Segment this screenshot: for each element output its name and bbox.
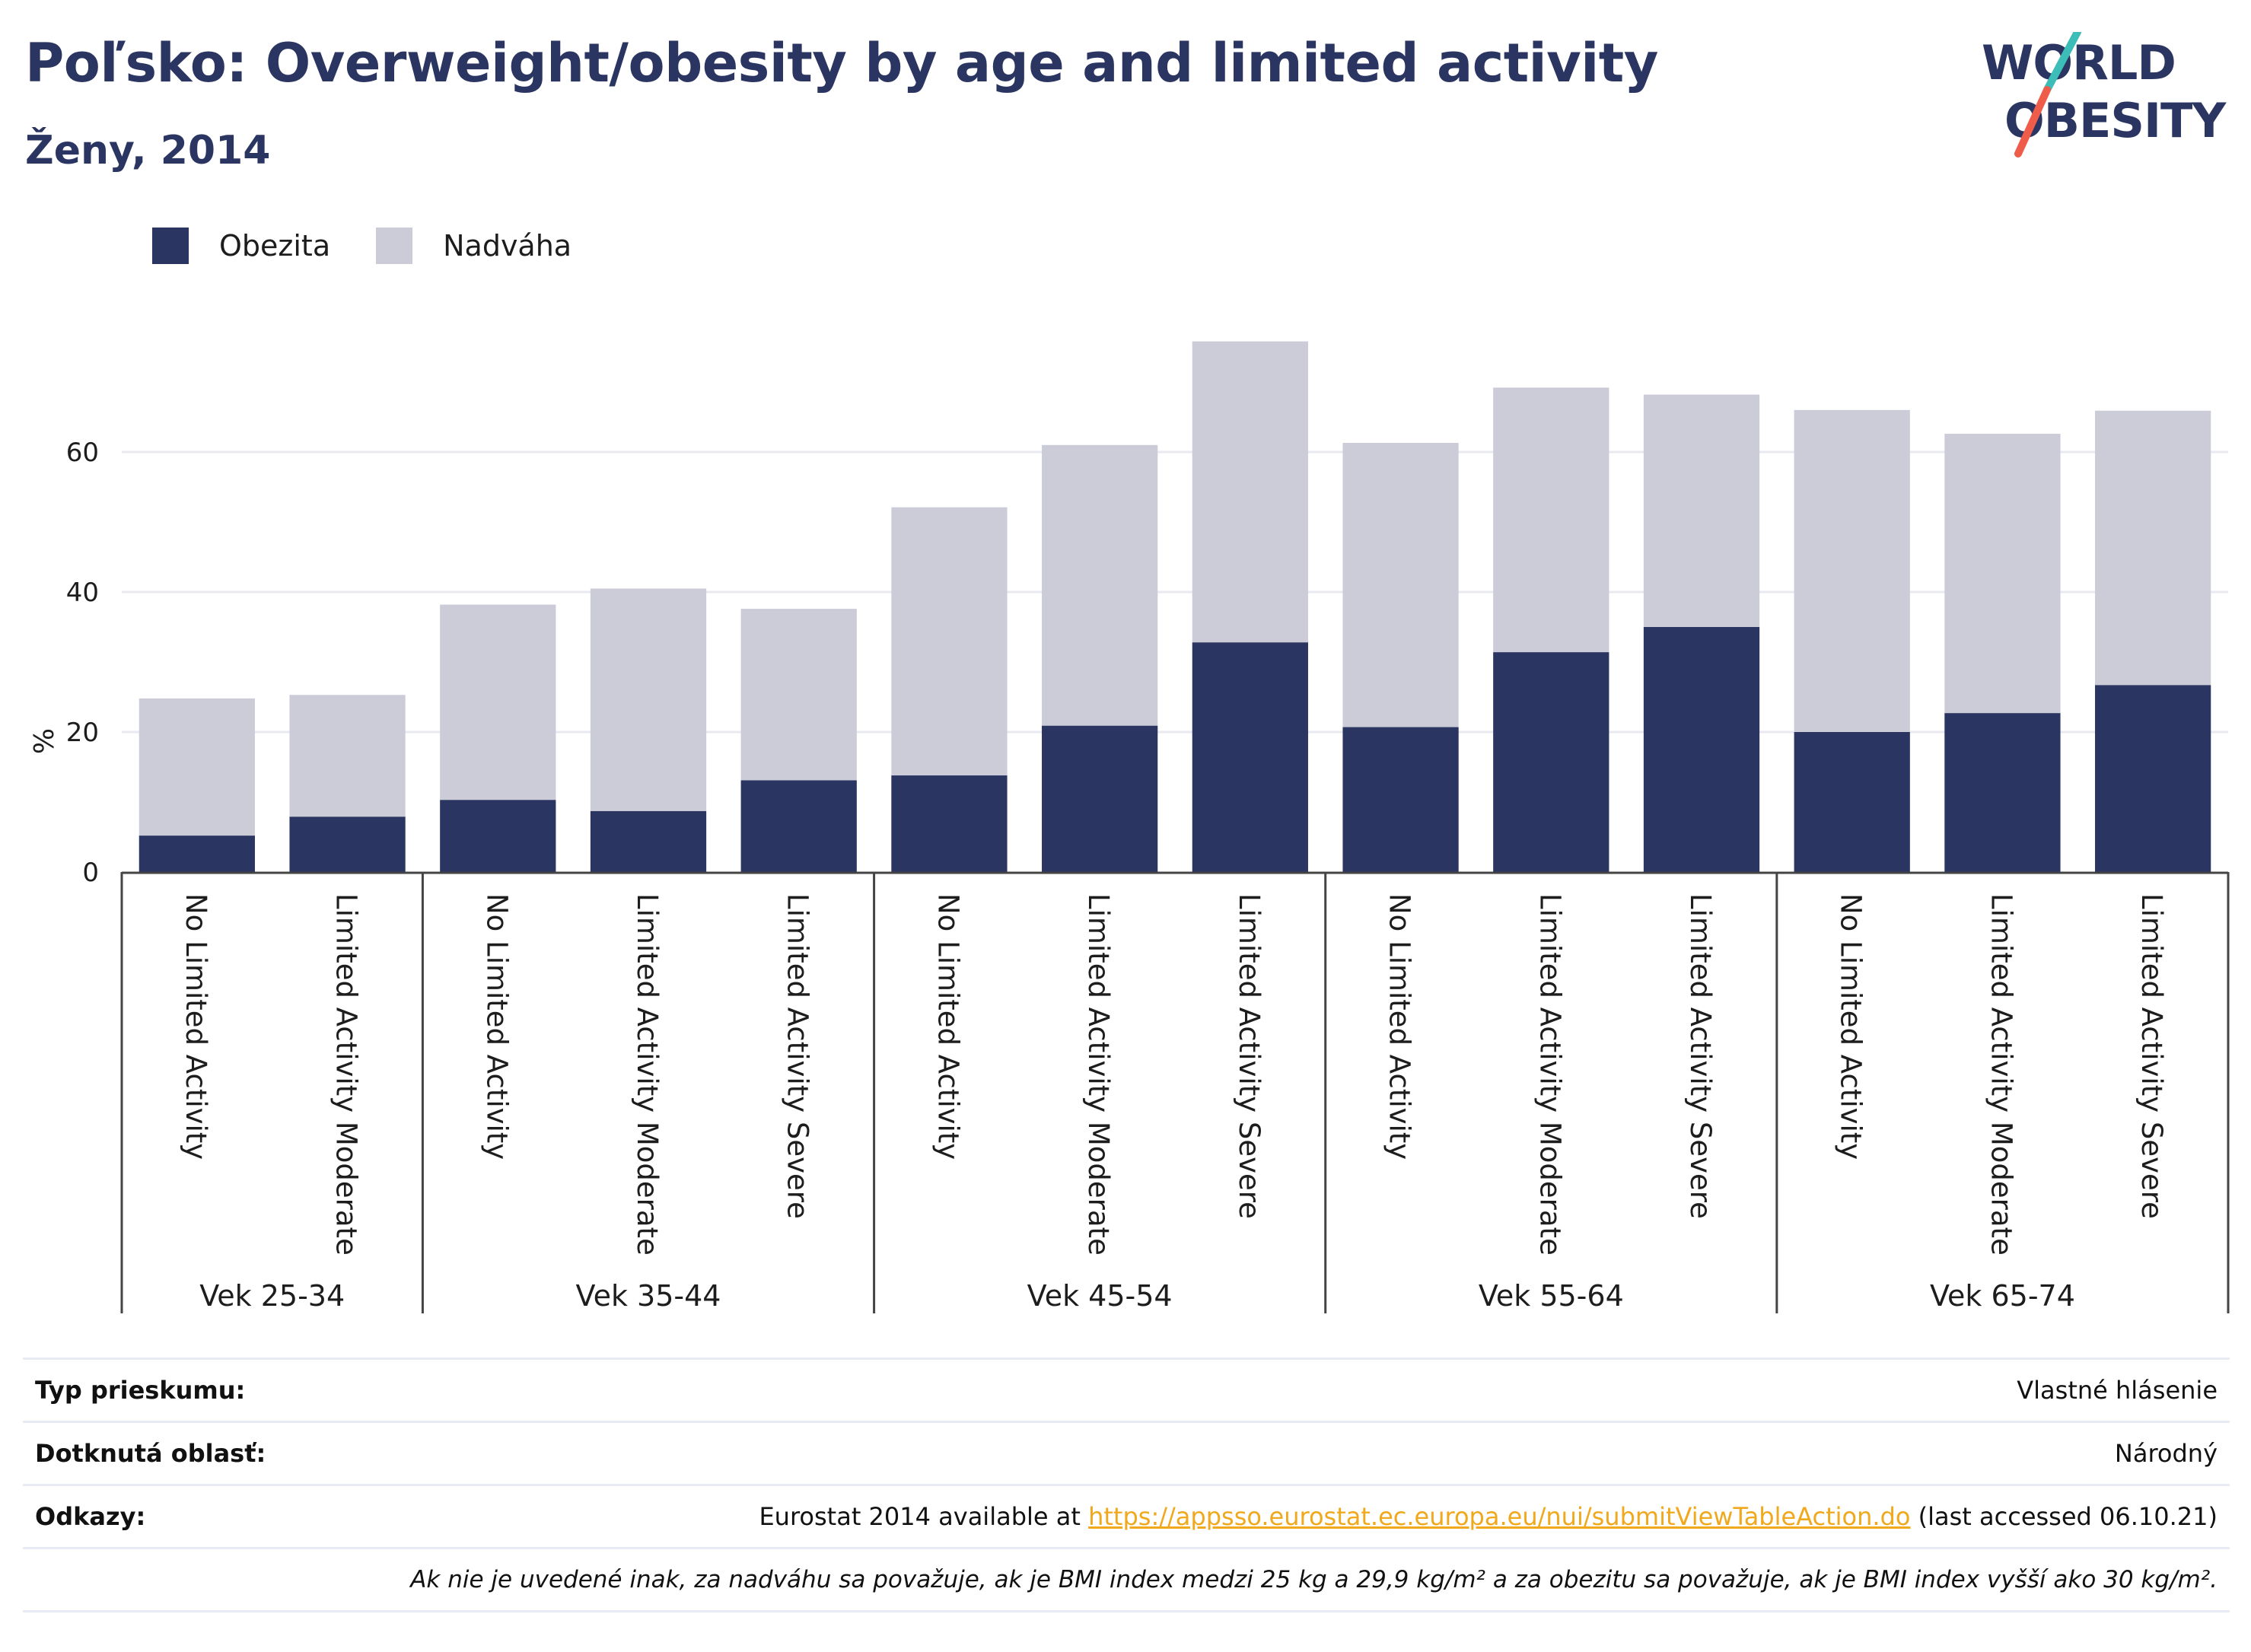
- references-suffix: (last accessed 06.10.21): [1910, 1502, 2218, 1531]
- page-subtitle: Ženy, 2014: [25, 128, 271, 173]
- bar-obezita: [1342, 727, 1459, 872]
- bar-obezita: [1042, 725, 1158, 872]
- y-axis-label: %: [29, 728, 60, 754]
- bar-obezita: [1643, 627, 1760, 872]
- bar-obezita: [1794, 732, 1910, 872]
- references-value: Eurostat 2014 available at https://appss…: [759, 1502, 2218, 1531]
- bmi-note: Ak nie je uvedené inak, za nadváhu sa po…: [410, 1566, 2218, 1593]
- bar-nadvaha: [1042, 444, 1158, 726]
- x-category-label: Limited Activity Moderate: [330, 893, 363, 1256]
- legend-item-obezita: Obezita: [152, 228, 330, 264]
- logo-line1: WORLD: [1982, 35, 2176, 91]
- bar-nadvaha: [891, 507, 1008, 776]
- bar-obezita: [289, 816, 406, 872]
- x-category-label: Limited Activity Moderate: [1533, 893, 1566, 1256]
- bar-nadvaha: [1493, 387, 1609, 653]
- info-row-survey: Typ prieskumu: Vlastné hlásenie: [23, 1358, 2230, 1421]
- chart-legend: Obezita Nadváha: [152, 227, 617, 265]
- x-category-label: Limited Activity Moderate: [631, 893, 664, 1256]
- logo-slash-teal: [2043, 32, 2081, 94]
- info-row-area: Dotknutá oblasť: Národný: [23, 1421, 2230, 1484]
- legend-label-obezita: Obezita: [219, 229, 331, 263]
- bar-obezita: [1493, 652, 1609, 872]
- x-category-label: No Limited Activity: [480, 893, 513, 1160]
- bar-obezita: [590, 810, 707, 872]
- group-label: Vek 45-54: [1027, 1279, 1173, 1313]
- references-prefix: Eurostat 2014 available at: [759, 1502, 1089, 1531]
- page-title: Poľsko: Overweight/obesity by age and li…: [25, 32, 1658, 94]
- x-category-label: No Limited Activity: [931, 893, 964, 1160]
- legend-swatch-obezita: [152, 228, 189, 264]
- bar-nadvaha: [2095, 410, 2211, 686]
- group-label: Vek 25-34: [199, 1279, 345, 1313]
- bar-obezita: [1192, 642, 1308, 872]
- area-label: Dotknutá oblasť:: [35, 1439, 266, 1468]
- x-category-label: Limited Activity Moderate: [1985, 893, 2017, 1256]
- info-row-references: Odkazy: Eurostat 2014 available at https…: [23, 1484, 2230, 1547]
- bar-nadvaha: [1643, 394, 1760, 627]
- bar-nadvaha: [1342, 443, 1459, 727]
- x-category-label: Limited Activity Severe: [782, 893, 814, 1219]
- y-tick-label: 0: [82, 858, 99, 888]
- legend-label-nadvaha: Nadváha: [443, 229, 572, 263]
- bar-obezita: [891, 775, 1008, 872]
- bar-obezita: [440, 800, 556, 872]
- x-category-label: Limited Activity Severe: [1233, 893, 1266, 1219]
- x-category-label: No Limited Activity: [180, 893, 212, 1160]
- bar-nadvaha: [1794, 409, 1910, 732]
- x-category-label: No Limited Activity: [1835, 893, 1867, 1160]
- y-tick-label: 60: [66, 438, 99, 468]
- bar-obezita: [2095, 685, 2211, 872]
- legend-item-nadvaha: Nadváha: [376, 228, 572, 264]
- x-category-label: Limited Activity Moderate: [1082, 893, 1115, 1256]
- bar-nadvaha: [289, 695, 406, 817]
- bar-nadvaha: [440, 604, 556, 801]
- bar-nadvaha: [590, 588, 707, 811]
- bar-nadvaha: [138, 698, 255, 836]
- x-category-label: Limited Activity Severe: [1684, 893, 1717, 1219]
- eurostat-link[interactable]: https://appsso.eurostat.ec.europa.eu/nui…: [1088, 1502, 1911, 1531]
- bar-obezita: [1944, 713, 2061, 872]
- y-tick-label: 20: [66, 718, 99, 748]
- group-label: Vek 55-64: [1479, 1279, 1624, 1313]
- survey-value: Vlastné hlásenie: [2017, 1376, 2218, 1405]
- x-category-label: No Limited Activity: [1383, 893, 1416, 1160]
- survey-label: Typ prieskumu:: [35, 1376, 246, 1405]
- info-row-note: Ak nie je uvedené inak, za nadváhu sa po…: [23, 1547, 2230, 1612]
- bar-obezita: [740, 780, 857, 872]
- y-tick-label: 40: [66, 578, 99, 608]
- x-category-label: Limited Activity Severe: [2135, 893, 2168, 1219]
- references-label: Odkazy:: [35, 1502, 146, 1531]
- world-obesity-logo: WORLD OBESITY: [1982, 32, 2227, 158]
- bar-obezita: [138, 836, 255, 872]
- group-label: Vek 35-44: [576, 1279, 721, 1313]
- bar-nadvaha: [740, 609, 857, 781]
- bar-nadvaha: [1192, 341, 1308, 643]
- logo-slash-coral: [2014, 86, 2051, 158]
- legend-swatch-nadvaha: [376, 228, 413, 264]
- group-label: Vek 65-74: [1930, 1279, 2075, 1313]
- stacked-bar-chart: 0 20 40 60% No Limited Activity Limited Activ…: [29, 341, 2230, 1313]
- info-table: Typ prieskumu: Vlastné hlásenie Dotknutá…: [23, 1358, 2230, 1612]
- bar-nadvaha: [1944, 434, 2061, 714]
- area-value: Národný: [2114, 1439, 2218, 1468]
